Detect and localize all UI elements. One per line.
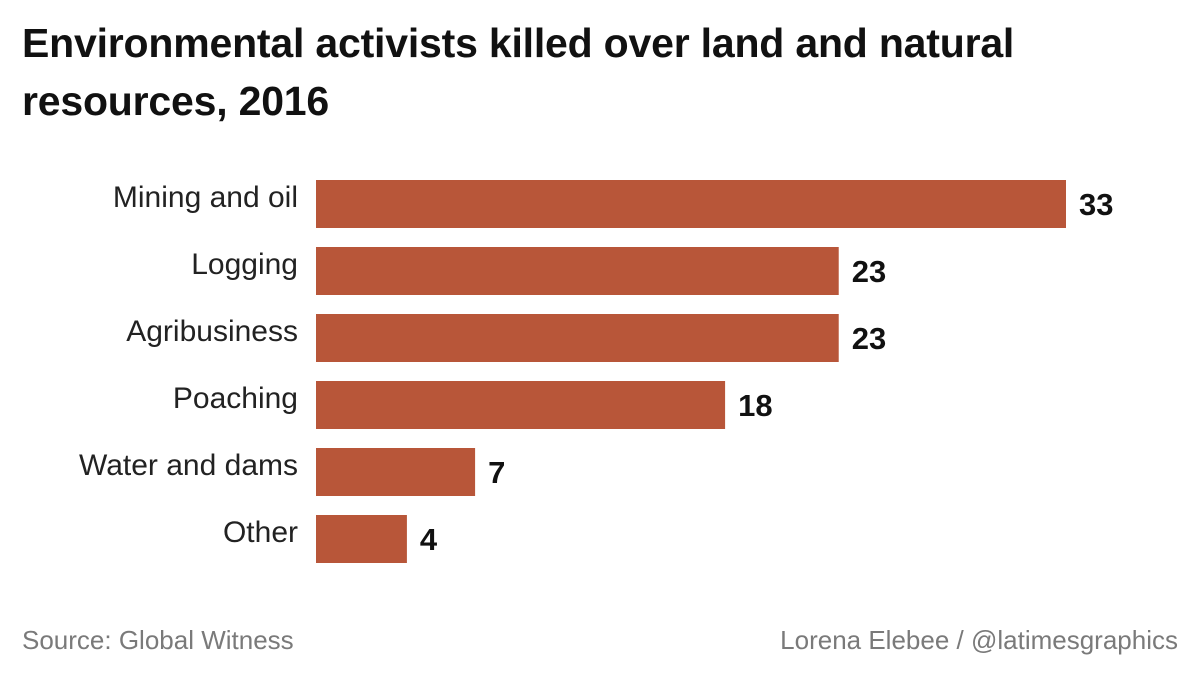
- bar-water-and-dams: [316, 448, 476, 496]
- category-label-logging: Logging: [191, 248, 298, 281]
- value-label-agribusiness: 23: [852, 321, 886, 356]
- category-label-mining-and-oil: Mining and oil: [113, 181, 298, 214]
- bar-agribusiness: [316, 314, 839, 362]
- category-label-agribusiness: Agribusiness: [126, 315, 298, 348]
- bar-poaching: [316, 381, 726, 429]
- value-label-mining-and-oil: 33: [1079, 187, 1113, 222]
- value-label-water-and-dams: 7: [488, 455, 505, 490]
- bar-other: [316, 515, 407, 563]
- bar-chart: Mining and oil 33 Logging 23 Agribusiness 23 P…: [79, 180, 1113, 563]
- credit-line: Lorena Elebee / @latimesgraphics: [780, 625, 1178, 655]
- bar-logging: [316, 247, 839, 295]
- category-label-other: Other: [223, 516, 298, 549]
- source-note: Source: Global Witness: [22, 625, 294, 655]
- chart-title: Environmental activists killed over land…: [22, 20, 1015, 124]
- category-label-water-and-dams: Water and dams: [79, 449, 298, 482]
- value-label-logging: 23: [852, 254, 886, 289]
- value-label-poaching: 18: [738, 388, 772, 423]
- category-label-poaching: Poaching: [173, 382, 298, 415]
- bar-mining-and-oil: [316, 180, 1066, 228]
- value-label-other: 4: [420, 522, 438, 557]
